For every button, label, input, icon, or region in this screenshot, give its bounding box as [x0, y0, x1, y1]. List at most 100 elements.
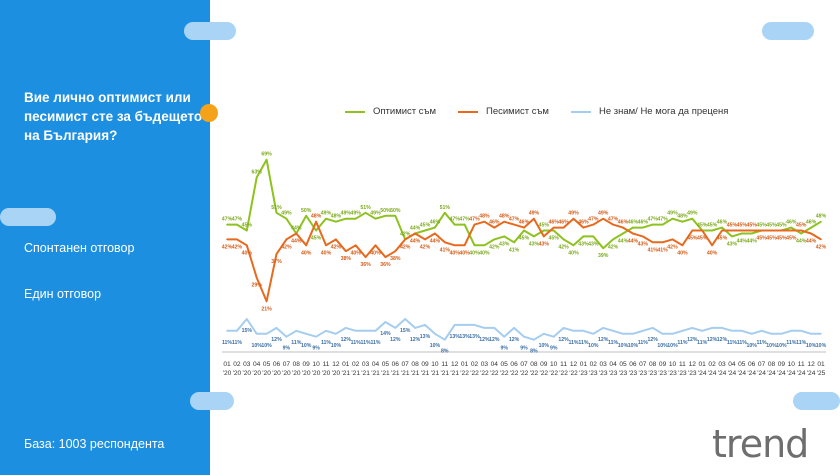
data-point [374, 217, 377, 220]
data-point [790, 229, 793, 232]
data-label: 43% [727, 241, 738, 247]
data-point [572, 330, 575, 332]
data-point [325, 244, 327, 247]
data-label: 42% [489, 244, 500, 250]
data-label: 45% [549, 236, 560, 242]
data-label: 10% [618, 343, 629, 349]
data-label: 41% [509, 247, 520, 253]
data-label: 50% [301, 208, 312, 214]
data-label: 10% [806, 343, 817, 349]
x-tick-label: '24 [797, 370, 806, 377]
data-point [394, 250, 397, 252]
data-point [543, 235, 545, 238]
data-label: 51% [440, 205, 451, 211]
data-point [453, 324, 456, 326]
data-label: 44% [430, 238, 441, 244]
data-label: 10% [747, 343, 758, 349]
data-label: 9% [550, 346, 558, 352]
x-tick-label: '23 [579, 370, 588, 377]
x-tick-label: '20 [272, 370, 281, 377]
data-label: 43% [539, 241, 550, 247]
data-point [335, 332, 337, 335]
legend-swatch [345, 110, 365, 113]
data-label: 10% [261, 343, 272, 349]
x-tick-label: 09 [778, 361, 786, 368]
data-label: 45% [776, 223, 787, 229]
data-label: 10% [430, 343, 441, 349]
data-point [295, 232, 298, 235]
data-point [750, 332, 753, 335]
data-point [681, 220, 684, 223]
data-point [632, 332, 634, 335]
data-point [285, 217, 288, 220]
x-tick-label: 03 [718, 361, 726, 368]
data-label: 40% [469, 250, 480, 256]
x-tick-label: '23 [688, 370, 697, 377]
data-point [414, 327, 416, 329]
decor-pill [793, 392, 840, 410]
data-point [265, 332, 268, 335]
x-tick-label: 08 [649, 361, 657, 368]
data-point [434, 332, 436, 335]
data-point [661, 223, 664, 226]
data-point [255, 176, 258, 179]
data-label: 43% [499, 241, 510, 247]
x-tick-label: '23 [619, 370, 628, 377]
data-label: 46% [618, 220, 629, 226]
data-point [592, 223, 595, 226]
data-point [572, 244, 575, 247]
x-tick-label: '24 [767, 370, 776, 377]
data-label: 45% [697, 236, 708, 242]
data-label: 36% [380, 262, 391, 268]
data-label: 49% [321, 211, 332, 217]
data-label: 9% [283, 346, 291, 352]
x-tick-label: '24 [777, 370, 786, 377]
x-tick-label: 06 [273, 361, 281, 368]
data-label: 49% [667, 211, 678, 217]
data-label: 45% [687, 236, 698, 242]
data-label: 10% [766, 343, 777, 349]
legend-item-dont-know: Не знам/ Не мога да преценя [570, 106, 728, 117]
data-point [285, 238, 288, 241]
x-tick-label: '21 [421, 370, 430, 377]
data-label: 40% [351, 250, 362, 256]
data-point [602, 327, 604, 329]
data-label: 9% [312, 346, 320, 352]
x-tick-label: '23 [648, 370, 657, 377]
data-label: 40% [677, 250, 688, 256]
sample-base: База: 1003 респондента [24, 437, 165, 451]
data-point [760, 330, 763, 332]
data-point [523, 335, 525, 338]
x-tick-label: 05 [382, 361, 390, 368]
data-label: 43% [578, 241, 589, 247]
x-tick-label: 12 [332, 361, 340, 368]
data-label: 11% [697, 340, 707, 346]
data-point [473, 324, 476, 326]
data-label: 44% [628, 238, 639, 244]
data-point [632, 226, 634, 229]
data-point [335, 238, 337, 241]
data-point [711, 244, 713, 247]
data-label: 51% [360, 205, 371, 211]
data-point [533, 235, 535, 238]
data-point [463, 324, 466, 326]
data-label: 45% [420, 223, 431, 229]
data-label: 45% [747, 223, 758, 229]
data-label: 69% [261, 152, 272, 158]
x-tick-label: 12 [807, 361, 815, 368]
data-label: 47% [222, 217, 233, 223]
data-label: 10% [776, 343, 787, 349]
x-tick-label: 11 [560, 361, 567, 368]
data-label: 45% [697, 223, 708, 229]
data-point [731, 229, 733, 232]
x-tick-label: '24 [708, 370, 717, 377]
data-point [533, 338, 535, 341]
data-label: 12% [341, 337, 352, 343]
data-label: 42% [400, 244, 411, 250]
data-label: 40% [450, 250, 461, 256]
data-label: 11% [370, 340, 380, 346]
data-label: 11% [638, 340, 648, 346]
x-tick-label: 08 [293, 361, 301, 368]
data-label: 29% [252, 283, 263, 289]
data-point [741, 330, 743, 332]
